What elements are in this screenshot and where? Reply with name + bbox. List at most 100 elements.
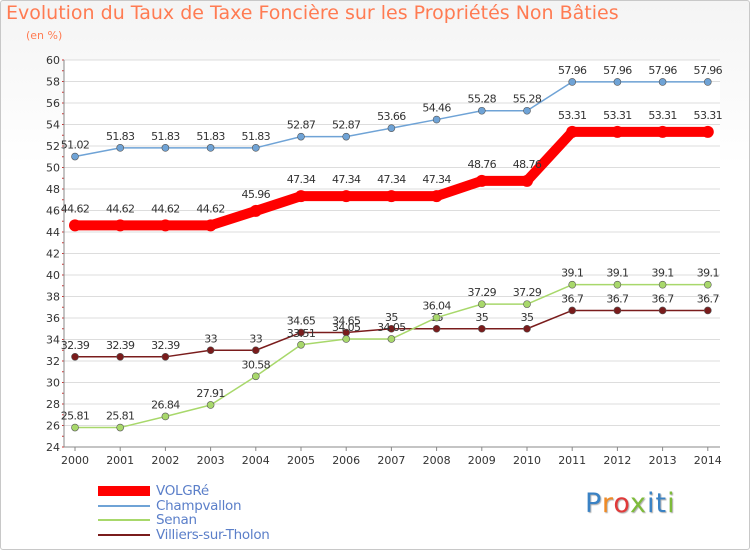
data-point-villiers-sur-tholon (703, 306, 712, 315)
data-label-champvallon: 57.96 (558, 64, 587, 77)
data-label-villiers-sur-tholon: 36.7 (697, 292, 720, 305)
data-label-villiers-sur-tholon: 34.65 (332, 315, 361, 328)
data-label-senan: 36.04 (422, 300, 451, 313)
data-point-champvallon (387, 124, 396, 132)
y-tick-label: 30 (46, 377, 60, 390)
data-label-champvallon: 51.83 (151, 130, 180, 143)
data-label-champvallon: 54.46 (422, 102, 451, 115)
data-label-senan: 34.05 (332, 321, 361, 334)
legend-item: Champvallon (98, 498, 398, 514)
data-point-senan (568, 280, 577, 289)
data-point-champvallon (658, 78, 667, 86)
data-label-senan: 33.51 (287, 327, 316, 340)
y-tick-label: 42 (46, 248, 60, 261)
data-point-senan (432, 313, 441, 322)
data-label-champvallon: 57.96 (648, 64, 677, 77)
data-label-volgr-: 44.62 (61, 202, 90, 215)
data-point-senan (613, 280, 622, 289)
data-label-villiers-sur-tholon: 33 (204, 332, 217, 345)
data-point-villiers-sur-tholon (658, 306, 667, 315)
data-point-champvallon (523, 106, 531, 115)
data-label-champvallon: 51.83 (106, 130, 135, 143)
data-point-volgr- (701, 125, 714, 138)
data-point-senan (658, 280, 667, 289)
data-point-volgr- (656, 125, 669, 138)
data-point-volgr- (295, 190, 307, 203)
data-label-volgr-: 47.34 (422, 173, 451, 186)
data-point-volgr- (249, 204, 262, 217)
y-tick-label: 52 (46, 140, 60, 153)
data-point-volgr- (521, 174, 533, 187)
data-point-senan (206, 401, 215, 409)
data-label-villiers-sur-tholon: 36.7 (561, 292, 584, 305)
logo-letter: t (655, 488, 668, 519)
x-tick-label: 2008 (423, 454, 451, 467)
x-tick-label: 2012 (603, 454, 631, 467)
data-label-volgr-: 48.76 (513, 158, 542, 171)
data-label-villiers-sur-tholon: 36.7 (606, 292, 629, 305)
x-tick-label: 2010 (513, 454, 541, 467)
data-label-villiers-sur-tholon: 35 (385, 311, 398, 324)
data-label-champvallon: 55.28 (513, 93, 542, 106)
x-tick-label: 2011 (558, 454, 586, 467)
data-label-volgr-: 53.31 (694, 109, 723, 122)
data-label-champvallon: 52.87 (287, 119, 316, 132)
legend-swatch (98, 486, 150, 496)
data-point-champvallon (703, 78, 712, 86)
data-label-senan: 26.84 (151, 398, 180, 411)
data-point-champvallon (297, 132, 305, 141)
data-label-senan: 37.29 (468, 286, 497, 299)
data-point-villiers-sur-tholon (523, 324, 531, 333)
legend-label: VOLGRé (156, 483, 209, 499)
data-label-champvallon: 52.87 (332, 119, 361, 132)
data-label-volgr-: 45.96 (242, 188, 271, 201)
proxiti-logo: Proxiti (585, 488, 676, 519)
logo-letter: r (601, 488, 614, 519)
data-point-senan (523, 300, 531, 308)
x-tick-label: 2005 (287, 454, 315, 467)
data-point-champvallon (432, 115, 441, 124)
x-tick-label: 2003 (197, 454, 225, 467)
data-point-senan (703, 280, 712, 289)
data-point-senan (297, 340, 305, 349)
x-tick-label: 2000 (61, 454, 89, 467)
data-point-villiers-sur-tholon (613, 306, 622, 315)
data-label-villiers-sur-tholon: 32.39 (61, 339, 90, 352)
y-tick-label: 34 (46, 334, 60, 347)
data-point-villiers-sur-tholon (568, 306, 577, 315)
data-point-champvallon (477, 106, 486, 115)
y-tick-label: 46 (46, 205, 60, 218)
legend-item: Senan (98, 512, 398, 528)
data-point-volgr- (475, 174, 488, 187)
data-label-villiers-sur-tholon: 34.65 (287, 315, 316, 328)
data-label-volgr-: 48.76 (468, 158, 497, 171)
x-tick-label: 2004 (242, 454, 270, 467)
data-point-villiers-sur-tholon (116, 353, 124, 361)
y-tick-label: 28 (46, 398, 60, 411)
data-point-volgr- (385, 190, 398, 203)
x-tick-label: 2014 (694, 454, 722, 467)
logo-letter: i (647, 488, 656, 519)
data-label-volgr-: 47.34 (377, 173, 406, 186)
y-tick-label: 50 (46, 162, 60, 175)
data-label-senan: 37.29 (513, 286, 542, 299)
data-label-senan: 39.1 (652, 267, 674, 280)
data-point-senan (161, 412, 170, 421)
data-label-villiers-sur-tholon: 35 (475, 311, 488, 324)
data-label-volgr-: 44.62 (151, 202, 180, 215)
data-label-volgr-: 44.62 (196, 202, 225, 215)
logo-letter: x (630, 488, 648, 519)
data-label-senan: 39.1 (561, 267, 583, 280)
data-point-champvallon (206, 144, 215, 152)
data-point-champvallon (71, 152, 79, 161)
x-tick-label: 2013 (649, 454, 677, 467)
data-point-villiers-sur-tholon (71, 353, 79, 361)
data-label-senan: 27.91 (196, 387, 225, 400)
data-label-volgr-: 47.34 (332, 173, 361, 186)
data-label-villiers-sur-tholon: 32.39 (151, 339, 180, 352)
legend-label: Villiers-sur-Tholon (156, 526, 270, 543)
y-tick-label: 36 (46, 312, 60, 325)
x-tick-label: 2002 (151, 454, 179, 467)
data-label-villiers-sur-tholon: 33 (249, 332, 262, 345)
